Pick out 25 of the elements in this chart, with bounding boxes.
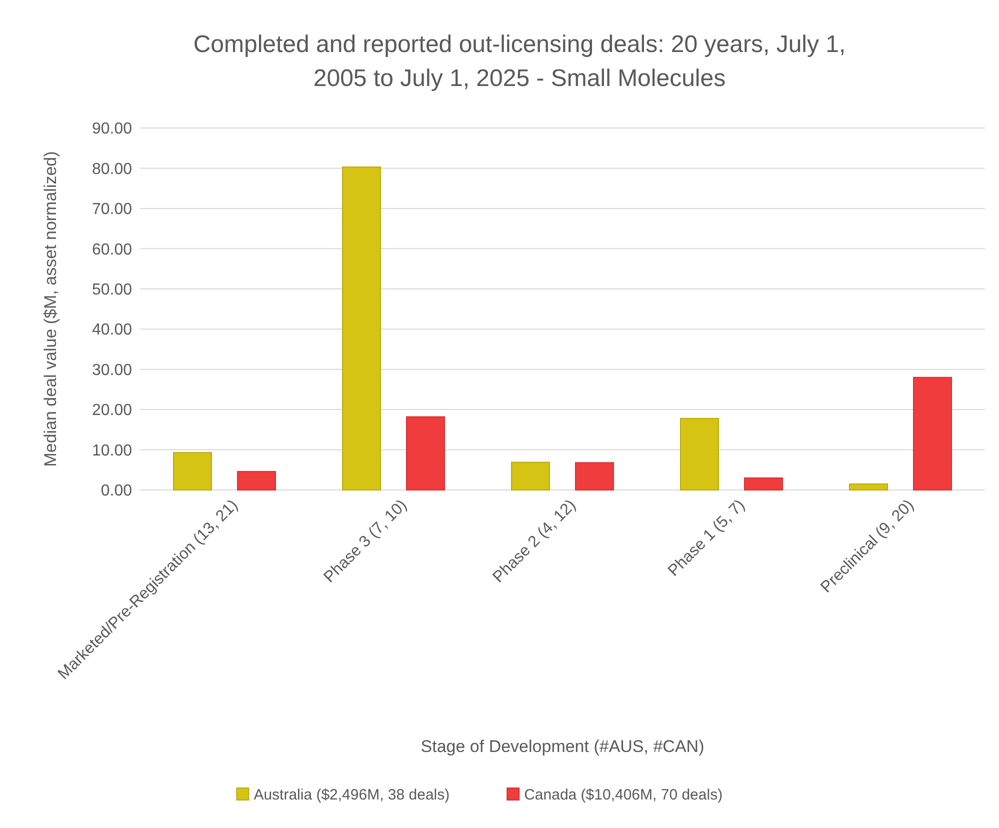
y-tick-label: 90.00: [92, 120, 132, 138]
legend-label: Canada ($10,406M, 70 deals): [524, 786, 723, 804]
y-axis-title: Median deal value ($M, asset normalized): [41, 151, 60, 467]
y-tick-label: 40.00: [92, 322, 132, 339]
x-axis-title: Stage of Development (#AUS, #CAN): [420, 737, 704, 756]
y-tick-label: 60.00: [92, 241, 132, 258]
bar: [342, 166, 381, 490]
bar: [511, 462, 550, 490]
y-tick-label: 0.00: [100, 482, 132, 500]
bar: [173, 452, 212, 490]
bar: [744, 477, 783, 490]
bar: [406, 416, 445, 490]
bar: [849, 483, 888, 490]
chart-title: Completed and reported out-licensing deals: 20 years, July 1, 2005 to July 1, 2025 - Small Molecules: [193, 31, 846, 92]
y-tick-label: 20.00: [92, 402, 132, 420]
y-tick-label: 70.00: [92, 201, 132, 218]
bar: [237, 471, 276, 490]
y-tick-label: 10.00: [92, 442, 132, 460]
bar: [575, 462, 614, 490]
bar: [680, 418, 719, 490]
y-tick-label: 50.00: [92, 281, 132, 298]
bar: [913, 376, 952, 490]
legend-label: Australia ($2,496M, 38 deals): [254, 786, 450, 804]
y-tick-label: 80.00: [92, 160, 132, 178]
y-tick-label: 30.00: [92, 362, 132, 379]
